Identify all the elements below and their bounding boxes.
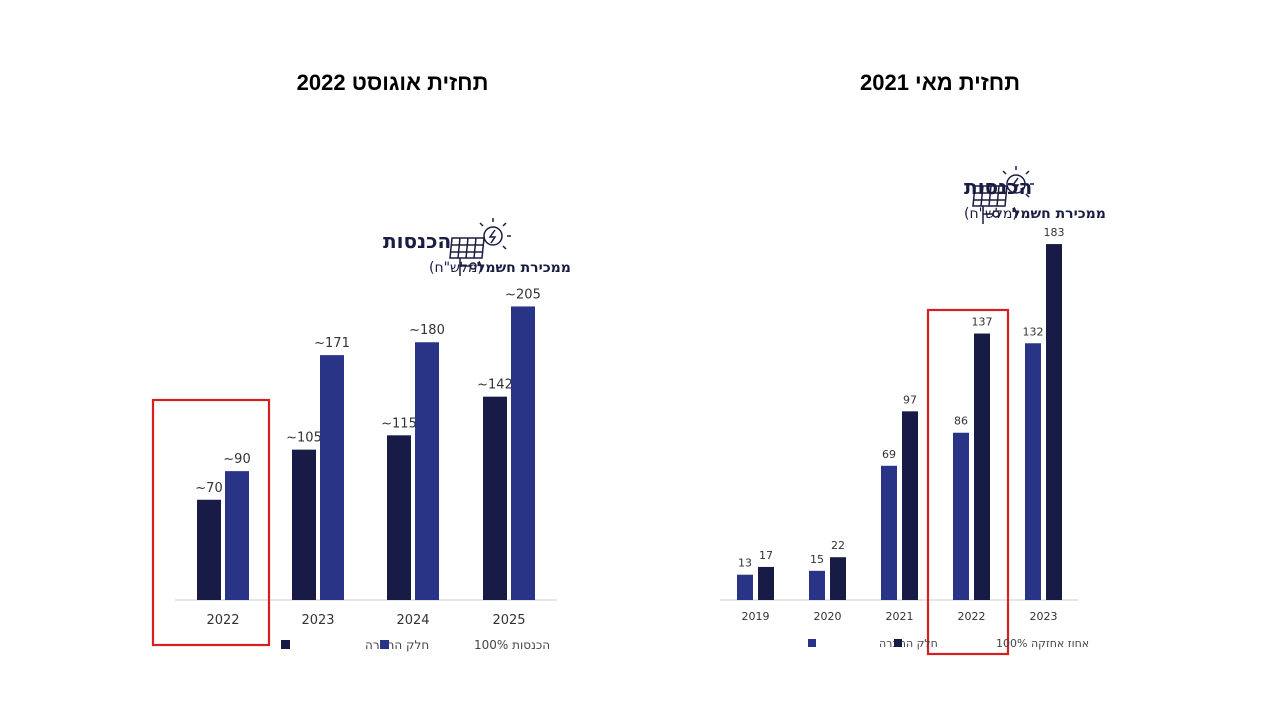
bar-2023-series-2 (1046, 244, 1062, 600)
bar-2022-series-1 (953, 432, 969, 600)
bar-2024-series-1 (387, 435, 411, 600)
bar-value-label: 97 (903, 393, 917, 406)
bar-value-label: ~171 (314, 336, 350, 351)
x-tick-label: 2023 (301, 613, 334, 628)
solar-panel-icon (449, 218, 511, 276)
legend-swatch-company-share (808, 639, 816, 647)
chart-subtitle-main: ממכירת חשמל (1012, 206, 1106, 222)
bar-value-label: 13 (738, 557, 752, 570)
bar-value-label: 183 (1044, 226, 1065, 239)
legend-swatch-company-share (281, 640, 290, 649)
bar-2020-series-2 (830, 557, 846, 600)
chart-subtitle-unit: (מלש"ח) (429, 260, 483, 276)
highlight-box-2022 (151, 398, 271, 647)
bar-2023-series-2 (320, 355, 344, 600)
legend-label-holding-100: אחוז אחזקה 100% (996, 637, 1089, 650)
bar-value-label: ~115 (381, 416, 417, 431)
bars-group: 13 17 2019 15 22 2020 69 97 2021 86 137 2022 132 183 2… (737, 226, 1065, 623)
bar-2022-series-2 (974, 333, 990, 600)
x-tick-label: 2022 (206, 613, 239, 628)
legend-label-company-share: חלק החברה (365, 638, 429, 652)
solar-panel-icon (972, 166, 1034, 224)
x-tick-label: 2022 (958, 610, 986, 623)
chart-subtitle-main: ממכירת חשמל (477, 260, 571, 276)
legend-label-company-share: חלק החברה (879, 637, 938, 650)
bar-value-label: ~180 (409, 323, 445, 338)
x-tick-label: 2021 (886, 610, 914, 623)
bar-2023-series-1 (292, 449, 316, 600)
bar-value-label: 132 (1023, 325, 1044, 338)
bar-2025-series-1 (483, 396, 507, 600)
bar-value-label: ~205 (505, 287, 541, 302)
bar-value-label: 17 (759, 549, 773, 562)
bar-2019-series-2 (758, 566, 774, 600)
forecast-title-may-2021: תחזית מאי 2021 (859, 70, 1021, 95)
bar-2023-series-1 (1025, 343, 1041, 600)
bar-2019-series-1 (737, 574, 753, 600)
bar-2022-series-1 (197, 499, 221, 600)
x-tick-label: 2023 (1030, 610, 1058, 623)
bar-value-label: 22 (831, 539, 845, 552)
chart-may-2021: הכנסות ממכירת חשמל(מלש"ח) 13172019152220… (720, 166, 1106, 656)
bar-value-label: 15 (810, 553, 824, 566)
bar-value-label: 69 (882, 448, 896, 461)
chart-title: הכנסות (383, 229, 451, 253)
highlight-box-2022 (926, 308, 1010, 656)
bar-value-label: ~90 (223, 452, 250, 467)
bars-group: ~70~90 2022 ~105 ~171 2023 ~115 ~180 2024 ~142 ~2… (195, 287, 541, 628)
x-tick-label: 2024 (396, 613, 429, 628)
legend-swatch-revenue-100 (380, 640, 389, 649)
bar-2022-series-2 (225, 471, 249, 600)
x-tick-label: 2019 (742, 610, 770, 623)
legend: חלק החברה אחוז אחזקה 100% (808, 637, 1089, 650)
bar-2021-series-1 (881, 465, 897, 600)
x-tick-label: 2020 (814, 610, 842, 623)
bar-value-label: ~142 (477, 378, 513, 393)
bar-value-label: 137 (972, 316, 993, 329)
bar-2020-series-1 (809, 570, 825, 600)
bar-2021-series-2 (902, 411, 918, 600)
chart-subtitle: ממכירת חשמל(מלש"ח) (429, 260, 571, 276)
legend-label-revenue-100: הכנסות 100% (474, 638, 550, 652)
bar-2025-series-2 (511, 306, 535, 600)
x-tick-label: 2025 (492, 613, 525, 628)
bar-value-label: 86 (954, 415, 968, 428)
bar-2024-series-2 (415, 342, 439, 600)
legend: חלק החברה הכנסות 100% (281, 638, 550, 652)
chart-august-2022: הכנסות ממכירת חשמל(מלש"ח) ~70~90 2022 ~105… (151, 218, 571, 652)
forecast-title-august-2022: תחזית אוגוסט 2022 (296, 70, 489, 95)
legend-swatch-holding-100 (894, 639, 902, 647)
bar-value-label: ~70 (195, 481, 222, 496)
bar-value-label: ~105 (286, 431, 322, 446)
